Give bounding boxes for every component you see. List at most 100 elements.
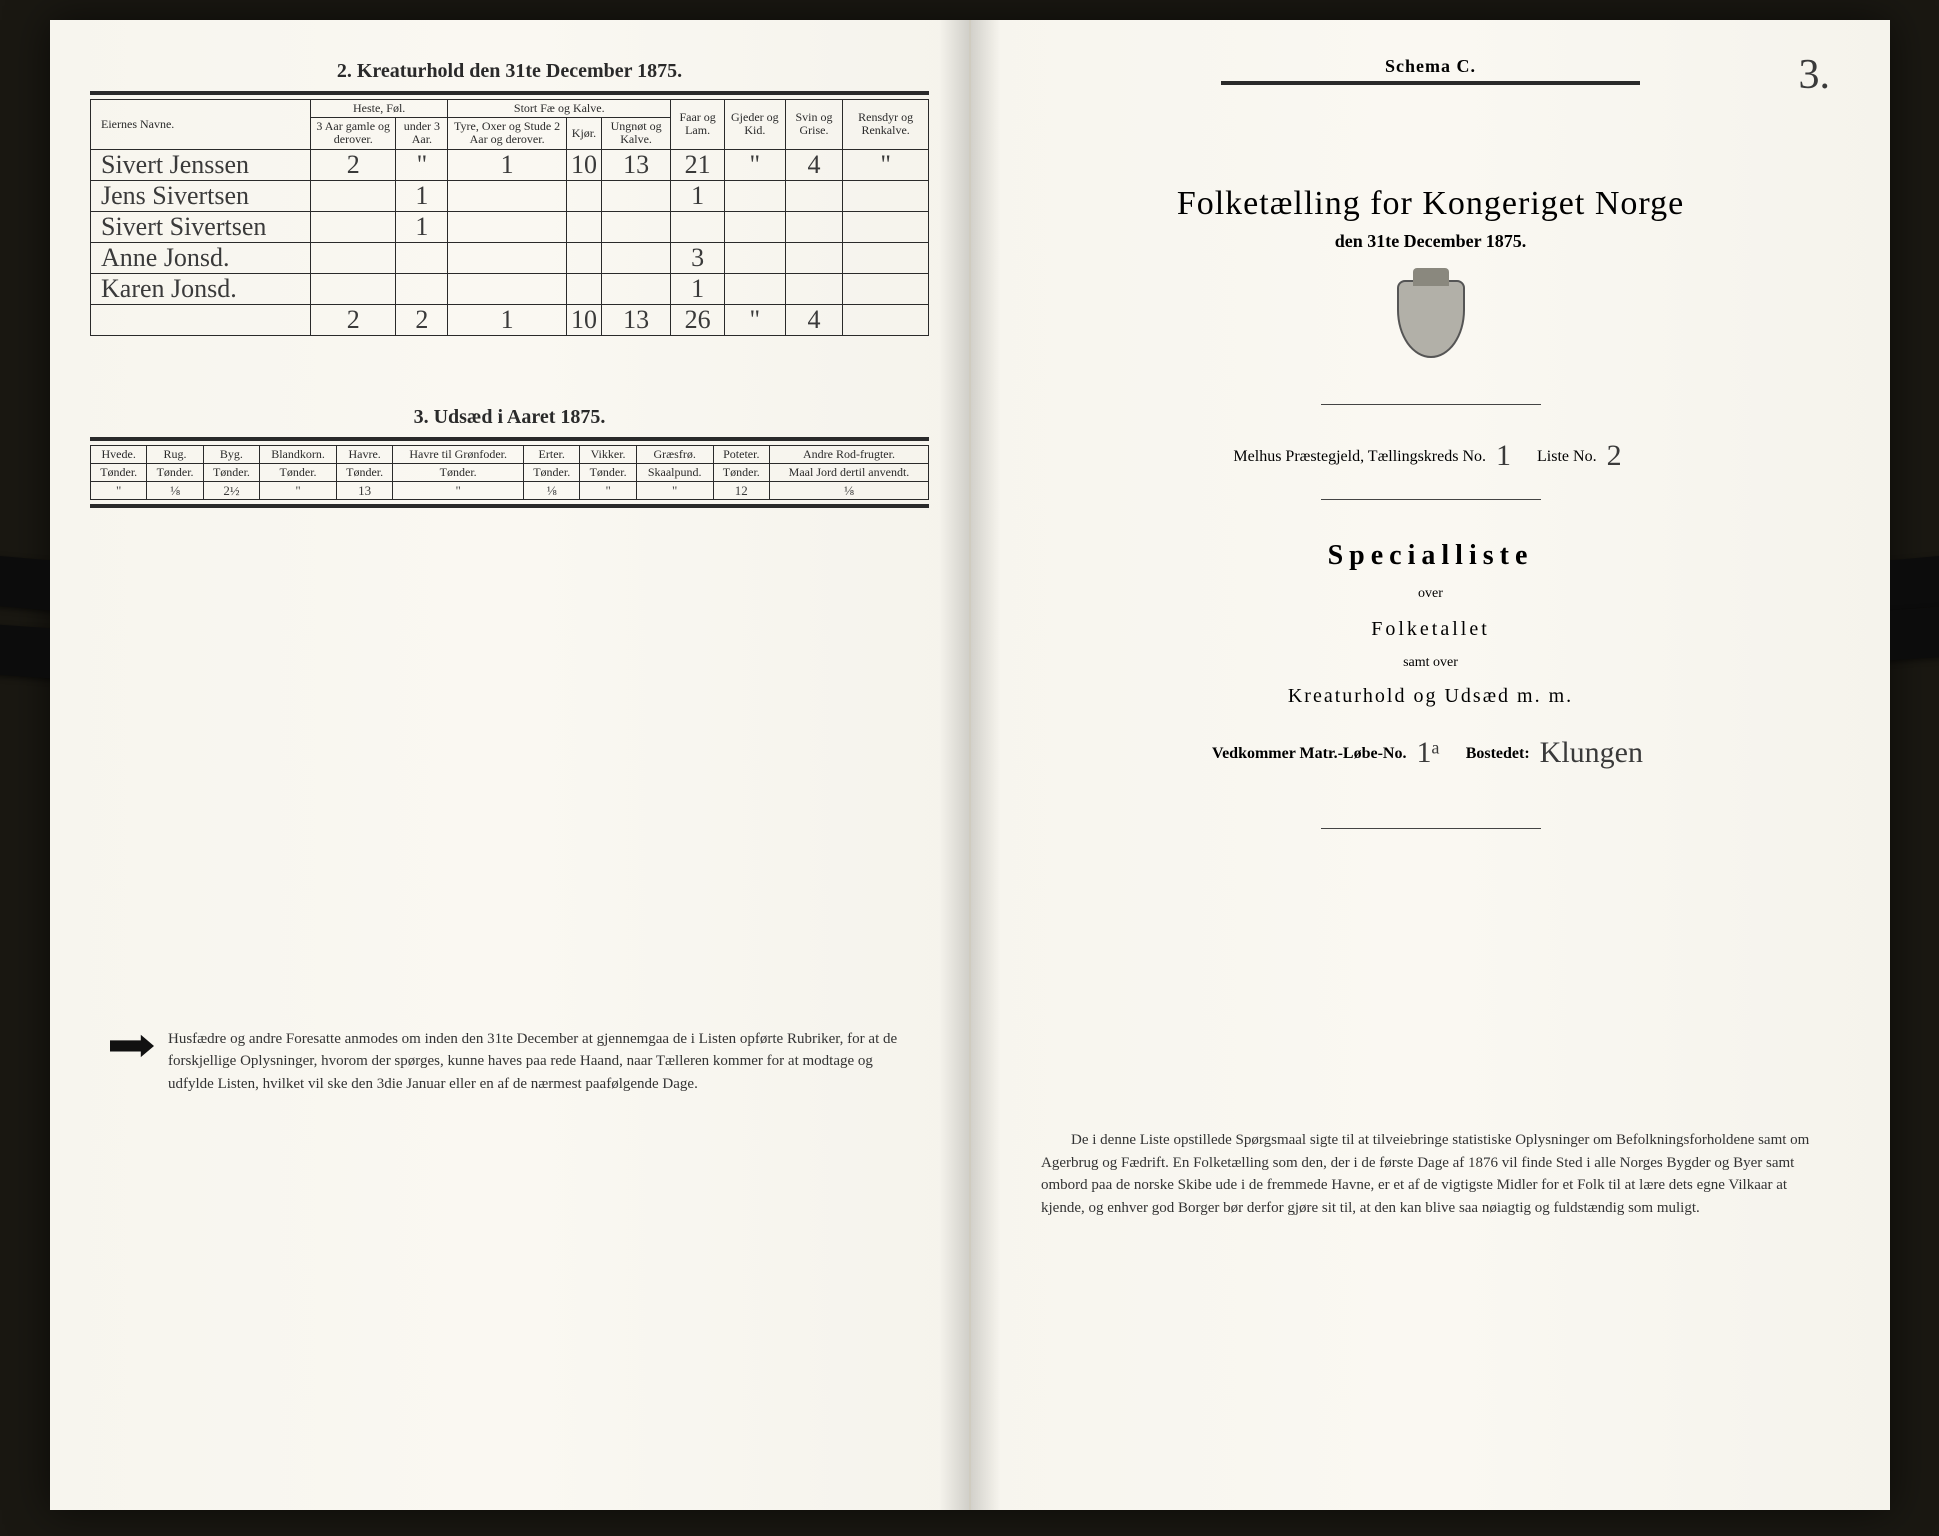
right-footnote: De i denne Liste opstillede Spørgsmaal s… — [1011, 1129, 1850, 1219]
hdr-goats: Gjeder og Kid. — [724, 100, 785, 150]
seed-table: Hvede. Rug. Byg. Blandkorn. Havre. Havre… — [90, 445, 929, 500]
cell: " — [636, 481, 713, 499]
left-footnote: Husfædre og andre Foresatte anmodes om i… — [90, 1028, 929, 1096]
cell: 2 — [311, 149, 396, 180]
vedkommer-label: Vedkommer Matr.-Løbe-No. — [1212, 745, 1407, 762]
hdr-pigs: Svin og Grise. — [785, 100, 843, 150]
cell — [448, 180, 567, 211]
unit: Skaalpund. — [636, 463, 713, 481]
unit: Maal Jord dertil anvendt. — [769, 463, 928, 481]
cell — [566, 180, 601, 211]
meta-prefix: Melhus Præstegjeld, Tællingskreds No. — [1233, 448, 1486, 465]
cell: ⅛ — [769, 481, 928, 499]
hdr-roots: Andre Rod-frugter. — [769, 445, 928, 463]
unit: Tønder. — [580, 463, 636, 481]
cell — [843, 211, 929, 242]
rule — [90, 91, 929, 95]
footnote-text: Husfædre og andre Foresatte anmodes om i… — [168, 1028, 909, 1096]
cell: 13 — [601, 149, 670, 180]
cell — [396, 273, 448, 304]
cell — [724, 180, 785, 211]
cell — [724, 242, 785, 273]
cell: 1 — [396, 180, 448, 211]
cell: 2 — [311, 304, 396, 335]
cell — [311, 180, 396, 211]
hdr-calves: Ungnøt og Kalve. — [601, 118, 670, 149]
hdr-wheat: Hvede. — [91, 445, 147, 463]
cell — [843, 304, 929, 335]
cell — [785, 273, 843, 304]
unit: Tønder. — [393, 463, 524, 481]
cell — [601, 211, 670, 242]
hdr-potatoes: Poteter. — [713, 445, 769, 463]
livestock-totals-row: 2 2 1 10 13 26 " 4 — [91, 304, 929, 335]
matr-no: 1ᵃ — [1416, 736, 1439, 769]
cell — [785, 242, 843, 273]
owner-name: Sivert Jenssen — [91, 149, 311, 180]
table-row: Karen Jonsd. 1 — [91, 273, 929, 304]
cell — [396, 242, 448, 273]
table-row: Sivert Sivertsen 1 — [91, 211, 929, 242]
table-row: Anne Jonsd. 3 — [91, 242, 929, 273]
hdr-oats: Havre. — [336, 445, 392, 463]
unit: Tønder. — [336, 463, 392, 481]
unit: Tønder. — [147, 463, 203, 481]
hdr-mixed: Blandkorn. — [260, 445, 337, 463]
bostedet-value: Klungen — [1540, 736, 1643, 769]
cell — [448, 211, 567, 242]
hdr-barley: Byg. — [203, 445, 259, 463]
cell: 21 — [671, 149, 725, 180]
cell: " — [724, 304, 785, 335]
rule — [1321, 828, 1541, 829]
section3-title: 3. Udsæd i Aaret 1875. — [90, 406, 929, 429]
cell — [785, 211, 843, 242]
kreatur-label: Kreaturhold og Udsæd m. m. — [1011, 685, 1850, 708]
section2-title: 2. Kreaturhold den 31te December 1875. — [90, 60, 929, 83]
hdr-name: Eiernes Navne. — [91, 100, 311, 150]
cell — [843, 242, 929, 273]
hdr-bulls: Tyre, Oxer og Stude 2 Aar og derover. — [448, 118, 567, 149]
cell: 1 — [671, 273, 725, 304]
cell: 13 — [336, 481, 392, 499]
cell: 13 — [601, 304, 670, 335]
cell: 1 — [448, 149, 567, 180]
seed-row: " ⅛ 2½ " 13 " ⅛ " " 12 ⅛ — [91, 481, 929, 499]
cell: 1 — [396, 211, 448, 242]
coat-of-arms-icon — [1391, 280, 1471, 376]
owner-name: Karen Jonsd. — [91, 273, 311, 304]
rule — [1221, 81, 1641, 85]
hdr-horses-old: 3 Aar gamle og derover. — [311, 118, 396, 149]
pointing-hand-icon — [110, 1032, 154, 1060]
cell: " — [393, 481, 524, 499]
cell — [311, 211, 396, 242]
schema-label: Schema C. — [1011, 56, 1850, 77]
cell — [601, 273, 670, 304]
cell: " — [580, 481, 636, 499]
cell: 4 — [785, 304, 843, 335]
cell — [448, 273, 567, 304]
cell — [601, 180, 670, 211]
owner-name: Anne Jonsd. — [91, 242, 311, 273]
cell: ⅛ — [147, 481, 203, 499]
over-label: over — [1011, 586, 1850, 602]
hdr-cows: Kjør. — [566, 118, 601, 149]
cell: 3 — [671, 242, 725, 273]
unit: Tønder. — [203, 463, 259, 481]
livestock-table: Eiernes Navne. Heste, Føl. Stort Fæ og K… — [90, 99, 929, 336]
book-spread: 2. Kreaturhold den 31te December 1875. E… — [50, 20, 1890, 1510]
unit: Tønder. — [713, 463, 769, 481]
cell — [843, 180, 929, 211]
hdr-grass: Græsfrø. — [636, 445, 713, 463]
cell — [785, 180, 843, 211]
rule — [90, 437, 929, 441]
cell: 2 — [396, 304, 448, 335]
cell — [311, 242, 396, 273]
owner-name: Sivert Sivertsen — [91, 211, 311, 242]
cell: " — [843, 149, 929, 180]
hdr-oats-fodder: Havre til Grønfoder. — [393, 445, 524, 463]
cell — [566, 242, 601, 273]
table-row: Jens Sivertsen11 — [91, 180, 929, 211]
hdr-reindeer: Rensdyr og Renkalve. — [843, 100, 929, 150]
cell: 12 — [713, 481, 769, 499]
cell: " — [91, 481, 147, 499]
